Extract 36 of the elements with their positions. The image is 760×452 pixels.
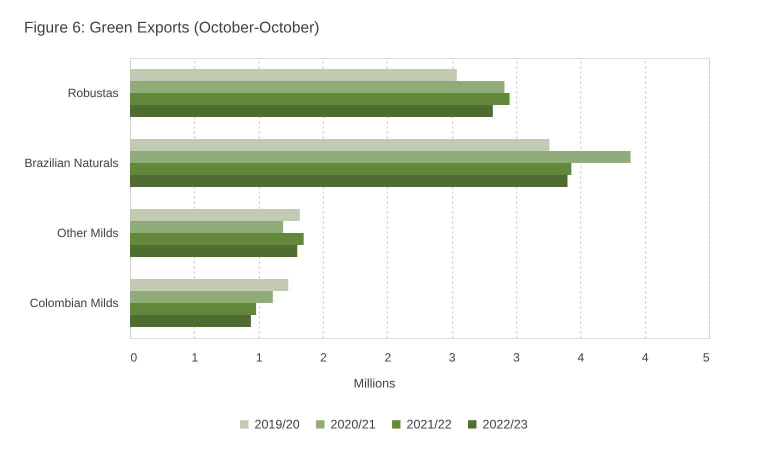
bar [130,93,510,106]
legend-label: 2022/23 [482,417,528,432]
bar [130,80,504,93]
x-tick-label: 1 [191,350,198,364]
bar [130,303,256,316]
bar [130,175,568,188]
x-tick-label: 2 [320,350,328,364]
x-axis-title: Millions [354,376,396,390]
legend-label: 2019/20 [254,417,300,432]
y-tick-label: Brazilian Naturals [24,156,118,170]
bar [130,220,284,233]
x-tick-label: 4 [577,350,584,364]
x-tick-label: 3 [448,350,456,364]
bar [130,315,251,328]
bar [130,138,550,151]
y-tick-label: Robustas [68,86,118,100]
bar [130,163,572,176]
y-tick-label: Colombian Milds [30,296,118,310]
x-tick-label: 5 [702,350,710,364]
bar [130,233,304,246]
x-tick-label: 2 [384,350,392,364]
legend-label: 2020/21 [330,417,376,432]
x-tick-label: 1 [256,350,263,364]
bar [130,278,288,291]
chart-title: Figure 6: Green Exports (October-October) [24,20,320,36]
bar [130,68,457,81]
bar [130,245,298,258]
x-tick-label: 0 [130,350,138,364]
y-tick-label: Other Milds [57,226,118,240]
bar [130,105,493,118]
x-tick-label: 3 [513,350,520,364]
bar [130,208,300,221]
bar [130,150,631,163]
bar [130,290,273,303]
legend-label: 2021/22 [406,417,452,432]
x-tick-label: 4 [642,350,649,364]
